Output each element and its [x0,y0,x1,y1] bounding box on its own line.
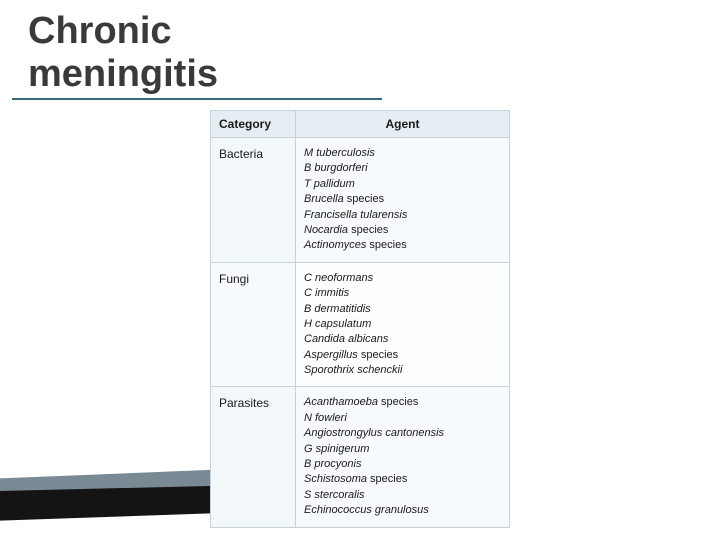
agent-item: Echinococcus granulosus [304,503,501,518]
agent-item: Aspergillus species [304,348,501,363]
agent-item: Schistosoma species [304,472,501,487]
agent-item: T pallidum [304,177,501,192]
agents-table: Category Agent BacteriaM tuberculosisB b… [210,110,510,528]
agent-item: B burgdorferi [304,161,501,176]
page-title: Chronic meningitis [12,0,382,100]
agent-item: S stercoralis [304,488,501,503]
agent-item: Angiostrongylus cantonensis [304,426,501,441]
table-row: FungiC neoformansC immitisB dermatitidis… [211,262,510,387]
agent-item: N fowleri [304,411,501,426]
agent-item: B procyonis [304,457,501,472]
agent-item: B dermatitidis [304,302,501,317]
agent-item: Francisella tularensis [304,208,501,223]
agent-item: M tuberculosis [304,146,501,161]
agent-cell: C neoformansC immitisB dermatitidisH cap… [296,262,510,387]
agent-item: Nocardia species [304,223,501,238]
header-category: Category [211,111,296,138]
agent-item: G spinigerum [304,442,501,457]
agent-cell: Acanthamoeba speciesN fowleriAngiostrong… [296,387,510,527]
agent-item: Candida albicans [304,332,501,347]
agent-item: H capsulatum [304,317,501,332]
table-row: BacteriaM tuberculosisB burgdorferiT pal… [211,138,510,263]
category-cell: Parasites [211,387,296,527]
agent-cell: M tuberculosisB burgdorferiT pallidumBru… [296,138,510,263]
agent-item: Sporothrix schenckii [304,363,501,378]
table-row: ParasitesAcanthamoeba speciesN fowleriAn… [211,387,510,527]
agent-item: Brucella species [304,192,501,207]
agent-item: Actinomyces species [304,238,501,253]
agent-item: Acanthamoeba species [304,395,501,410]
header-agent: Agent [296,111,510,138]
agent-item: C immitis [304,286,501,301]
category-cell: Fungi [211,262,296,387]
agent-item: C neoformans [304,271,501,286]
agents-table-container: Category Agent BacteriaM tuberculosisB b… [210,110,510,528]
category-cell: Bacteria [211,138,296,263]
